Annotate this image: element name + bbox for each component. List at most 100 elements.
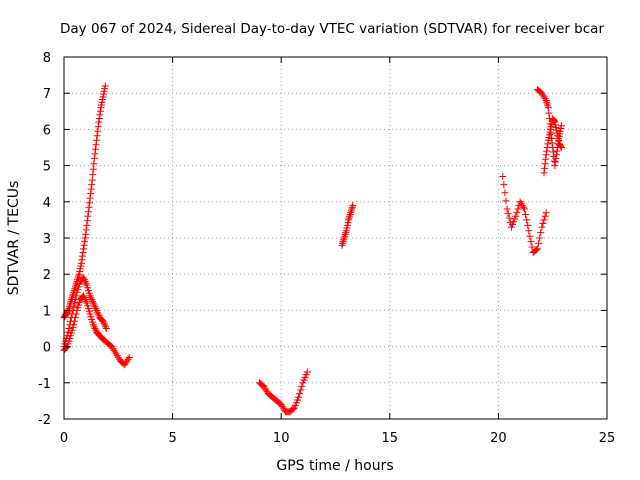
data-point — [94, 123, 102, 131]
data-point — [114, 353, 122, 361]
y-axis-label: SDTVAR / TECUs — [6, 181, 22, 296]
data-point — [348, 203, 356, 211]
data-point — [80, 245, 88, 253]
data-point — [81, 277, 89, 285]
data-point — [63, 308, 71, 316]
data-point — [87, 190, 95, 198]
data-point — [517, 200, 525, 208]
series-arc-around-10h — [255, 368, 311, 416]
data-point — [101, 321, 109, 329]
data-point — [536, 234, 544, 242]
data-point — [96, 111, 104, 119]
x-tick-label: 25 — [599, 431, 616, 446]
data-point — [339, 239, 347, 247]
data-point — [540, 169, 548, 177]
data-point — [101, 82, 109, 90]
data-point — [347, 209, 355, 217]
data-point — [80, 294, 88, 302]
data-point — [93, 308, 101, 316]
data-point — [542, 96, 550, 104]
data-point — [349, 201, 357, 209]
data-point — [121, 361, 129, 369]
data-point — [552, 154, 560, 162]
data-point — [91, 325, 99, 332]
data-point — [547, 130, 555, 138]
data-point — [89, 171, 97, 179]
data-point — [289, 405, 297, 413]
data-point — [528, 243, 536, 251]
data-point — [519, 203, 527, 211]
data-point — [81, 238, 89, 246]
data-point — [542, 155, 550, 163]
data-point — [303, 368, 311, 376]
data-point — [338, 241, 346, 249]
y-tick-label: 0 — [43, 341, 51, 356]
series-arc-peak-near-1 — [60, 274, 110, 351]
data-point — [538, 89, 546, 97]
data-point — [67, 297, 75, 305]
data-point — [100, 319, 108, 327]
data-point — [88, 296, 96, 304]
data-point — [83, 217, 91, 225]
data-point — [93, 306, 101, 314]
data-point — [339, 238, 347, 246]
data-point — [85, 203, 93, 211]
data-point — [544, 104, 552, 112]
data-point — [551, 158, 559, 166]
data-point — [87, 185, 95, 193]
data-point — [551, 162, 559, 170]
y-tick-label: 8 — [43, 51, 51, 66]
data-point — [262, 386, 270, 394]
data-point — [297, 386, 305, 394]
data-point — [525, 227, 533, 235]
data-point — [80, 276, 88, 284]
data-point — [541, 164, 549, 172]
y-tick-label: 5 — [43, 160, 51, 175]
data-point — [82, 297, 90, 305]
data-point — [543, 144, 551, 151]
data-point — [77, 259, 85, 267]
data-point — [80, 241, 88, 249]
data-point — [499, 172, 507, 180]
data-point — [505, 214, 513, 222]
data-point — [71, 285, 79, 293]
y-tick-label: 6 — [43, 123, 51, 138]
data-point — [86, 194, 94, 202]
data-point — [93, 136, 101, 144]
data-point — [64, 328, 72, 336]
series-arc-rising-to-7 — [60, 82, 109, 322]
plot-frame — [63, 56, 608, 420]
data-point — [543, 100, 551, 108]
series-arc-around-22h — [533, 86, 565, 170]
data-point — [278, 402, 286, 410]
data-point — [542, 209, 550, 217]
data-point — [537, 229, 545, 237]
grid-layer — [64, 57, 607, 419]
data-point — [526, 232, 534, 240]
data-point — [340, 234, 348, 242]
data-point — [91, 145, 99, 153]
data-point — [83, 221, 91, 229]
data-point — [90, 323, 98, 331]
data-point — [96, 107, 104, 115]
data-point — [503, 205, 511, 213]
data-point — [522, 210, 530, 218]
data-point — [553, 151, 561, 159]
data-point — [346, 210, 354, 218]
data-point — [86, 199, 94, 207]
data-point — [533, 245, 541, 253]
data-point — [70, 321, 78, 329]
data-point — [341, 232, 349, 240]
data-point — [524, 221, 532, 229]
series-arc-around-21h — [499, 172, 550, 256]
data-point — [260, 382, 268, 390]
data-point — [502, 197, 510, 205]
data-point — [340, 236, 348, 244]
data-point — [123, 357, 131, 365]
data-point — [296, 390, 304, 398]
x-tick-label: 0 — [60, 431, 68, 446]
data-point — [66, 301, 74, 309]
chart-title: Day 067 of 2024, Sidereal Day-to-day VTE… — [60, 21, 604, 37]
y-tick-label: 2 — [43, 268, 51, 283]
data-point — [539, 91, 547, 99]
